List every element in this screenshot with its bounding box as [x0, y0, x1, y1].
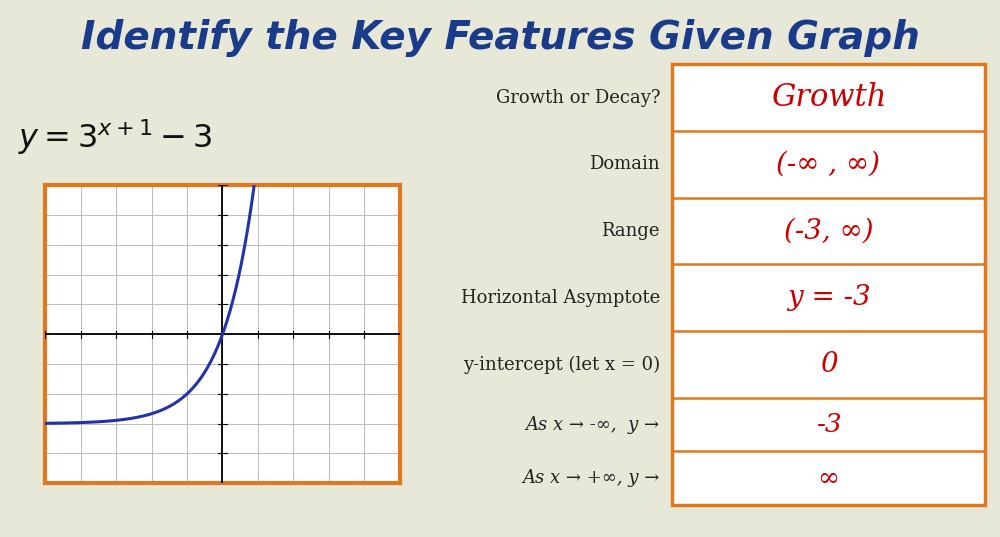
Text: As x → -∞,  y →: As x → -∞, y → [526, 416, 660, 433]
Text: (-∞ , ∞): (-∞ , ∞) [776, 151, 881, 178]
Text: Identify the Key Features Given Graph: Identify the Key Features Given Graph [81, 19, 919, 57]
Text: -3: -3 [816, 412, 841, 437]
FancyBboxPatch shape [672, 64, 985, 505]
Text: 0: 0 [820, 351, 837, 378]
Text: Growth or Decay?: Growth or Decay? [496, 89, 660, 107]
Text: Horizontal Asymptote: Horizontal Asymptote [461, 289, 660, 307]
Text: y-intercept (let x = 0): y-intercept (let x = 0) [463, 355, 660, 374]
Text: y = -3: y = -3 [787, 284, 870, 311]
Text: ∞: ∞ [818, 466, 840, 490]
Text: (-3, ∞): (-3, ∞) [784, 217, 873, 245]
Text: Growth: Growth [771, 82, 886, 113]
Text: As x → +∞, y →: As x → +∞, y → [523, 469, 660, 487]
Text: $y = 3^{x+1} - 3$: $y = 3^{x+1} - 3$ [18, 117, 212, 157]
Text: Range: Range [602, 222, 660, 240]
Text: Domain: Domain [589, 155, 660, 173]
